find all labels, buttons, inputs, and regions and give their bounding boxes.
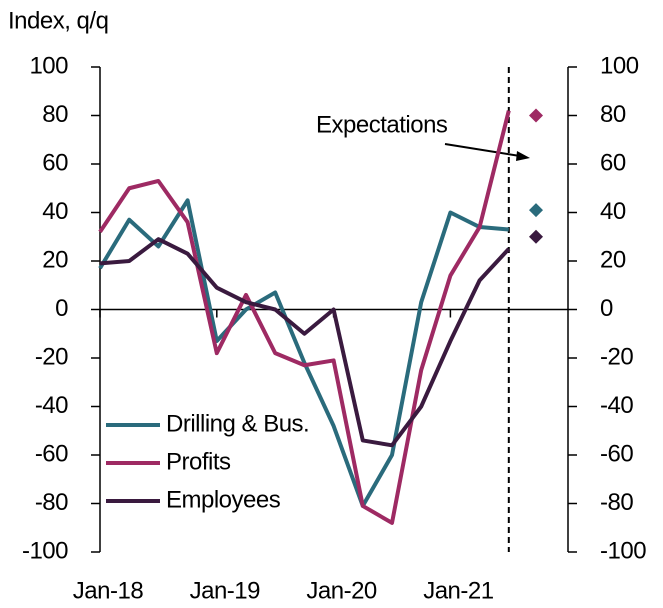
series-line [99,237,511,448]
y2-tick-label: -80 [600,489,633,516]
legend-label: Employees [166,486,281,513]
y2-tick-label: 20 [600,246,626,273]
y-tick-label: -40 [35,392,68,419]
y2-tick-label: 100 [600,52,639,79]
y-tick-label: -60 [35,440,68,467]
annotation-arrow [444,143,521,157]
y-tick-label: -100 [22,537,68,564]
y2-tick-label: -40 [600,392,633,419]
y-tick-label: 80 [42,101,68,128]
y-tick-label: -80 [35,489,68,516]
y2-tick-label: 40 [600,198,626,225]
x-tick-label: Jan-19 [190,577,261,604]
expectation-marker [529,229,543,244]
y2-tick-label: -60 [600,440,633,467]
y2-tick-label: -100 [600,537,646,564]
axis-label: Index, q/q [8,7,108,34]
y-tick-label: 100 [29,52,68,79]
x-tick-label: Jan-21 [423,577,494,604]
y2-tick-label: -20 [600,343,633,370]
series-line [98,198,509,508]
y2-tick-label: 80 [600,101,626,128]
y-tick-label: 20 [42,246,68,273]
legend-label: Drilling & Bus. [166,410,309,437]
expectation-marker [529,108,543,123]
y-tick-label: 60 [42,149,68,176]
arrow-head [516,151,530,161]
expectation-marker [529,203,543,218]
x-tick-label: Jan-18 [73,577,144,604]
y-tick-label: 40 [42,198,68,225]
y2-tick-label: 60 [600,149,626,176]
legend-label: Profits [166,448,231,475]
y2-tick-label: 0 [600,295,613,322]
annotation: Expectations [316,111,448,138]
y-tick-label: -20 [35,343,68,370]
y-tick-label: 0 [55,295,68,322]
x-tick-label: Jan-20 [306,577,377,604]
series-line [98,110,511,525]
